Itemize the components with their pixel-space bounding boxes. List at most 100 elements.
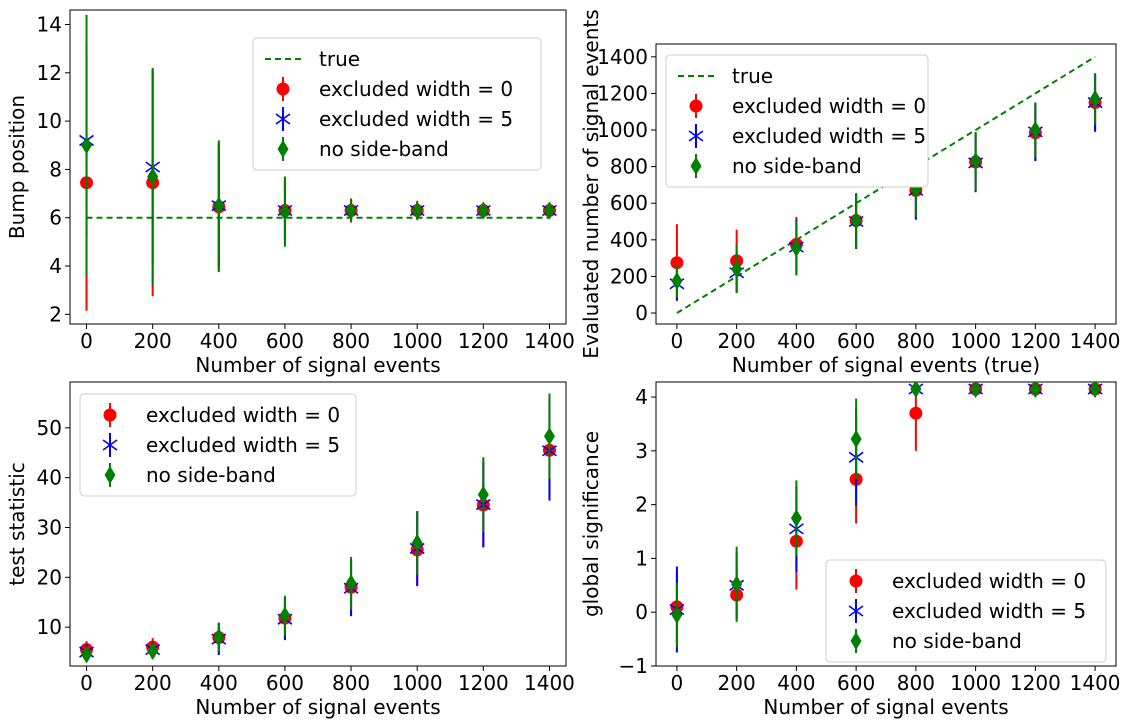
y-tick-label: 6 (49, 206, 62, 230)
legend: excluded width = 0 excluded width = 5 no s… (80, 394, 356, 496)
x-tick-label: 200 (134, 671, 172, 695)
y-tick-label: 1000 (597, 118, 648, 142)
x-axis-label: Number of signal events (195, 353, 440, 377)
legend-label: no side-band (892, 629, 1022, 653)
x-tick-label: 1200 (1010, 329, 1061, 353)
data-point (970, 152, 981, 170)
x-tick-label: 0 (80, 671, 93, 695)
x-tick-label: 400 (777, 671, 815, 695)
y-tick-label: 10 (37, 109, 62, 133)
y-tick-label: 1400 (597, 45, 648, 69)
legend: true excluded width = 0 excluded width = 5… (253, 38, 541, 170)
legend: excluded width = 0 excluded width = 5 no s… (826, 560, 1106, 662)
chart-panel-top-right: 0 200 400 600 800 1000 1200 1400 0 200 400 600 800 10… (579, 9, 1121, 377)
x-tick-label: 800 (897, 671, 935, 695)
x-tick-label: 600 (837, 329, 875, 353)
y-tick-label: 800 (610, 155, 648, 179)
chart-panel-top-left: 0 200 400 600 800 1000 1200 14002468101214Numbe… (5, 10, 575, 377)
x-tick-label: 1400 (1070, 671, 1121, 695)
x-tick-label: 1400 (524, 329, 575, 353)
legend-label: true (319, 47, 360, 71)
y-tick-label: 30 (37, 515, 62, 539)
x-tick-label: 1200 (1010, 671, 1061, 695)
y-tick-label: 20 (37, 565, 62, 589)
x-tick-label: 600 (266, 329, 304, 353)
x-tick-label: 600 (837, 671, 875, 695)
x-tick-label: 800 (332, 329, 370, 353)
data-point (970, 380, 981, 398)
y-axis-label: test statistic (5, 462, 29, 586)
legend-label: excluded width = 0 (732, 94, 926, 118)
y-tick-label: 40 (37, 466, 62, 490)
y-tick-label: 0 (635, 600, 648, 624)
legend-label: excluded width = 5 (146, 433, 340, 457)
y-tick-label: 200 (610, 264, 648, 288)
y-tick-label: 3 (635, 439, 648, 463)
x-tick-label: 1400 (1070, 329, 1121, 353)
y-tick-label: 1200 (597, 81, 648, 105)
legend-label: excluded width = 5 (732, 124, 926, 148)
y-tick-label: 1 (635, 546, 648, 570)
x-tick-label: 1000 (392, 329, 443, 353)
legend-marker (104, 409, 117, 422)
legend-label: excluded width = 5 (892, 599, 1086, 623)
x-axis-label: Number of signal events (true) (732, 353, 1040, 377)
x-tick-label: 800 (332, 671, 370, 695)
x-tick-label: 1000 (950, 329, 1001, 353)
y-tick-label: 0 (635, 301, 648, 325)
legend-label: true (732, 64, 773, 88)
y-tick-label: 12 (37, 61, 62, 85)
x-tick-label: 0 (671, 329, 684, 353)
y-tick-label: 8 (49, 157, 62, 181)
y-tick-label: 14 (37, 12, 62, 36)
x-axis-label: Number of signal events (763, 695, 1008, 719)
data-point (1090, 380, 1101, 398)
legend-label: excluded width = 0 (892, 569, 1086, 593)
y-tick-label: 400 (610, 228, 648, 252)
x-tick-label: 600 (266, 671, 304, 695)
x-tick-label: 1000 (950, 671, 1001, 695)
y-axis-label: global significance (579, 431, 603, 617)
data-point (851, 212, 862, 230)
x-tick-label: 1200 (458, 671, 509, 695)
data-point (544, 201, 555, 219)
x-tick-label: 0 (671, 671, 684, 695)
data-point (213, 628, 224, 646)
data-point (1030, 380, 1041, 398)
y-axis-label: Evaluated number of signal events (579, 9, 603, 358)
chart-panel-bottom-left: 0 200 400 600 800 1000 1200 1400 10 20 30 40 50 Numbe… (5, 382, 575, 719)
legend-label: no side-band (146, 463, 276, 487)
legend-label: no side-band (732, 154, 862, 178)
y-tick-label: 2 (49, 302, 62, 326)
x-tick-label: 1200 (458, 329, 509, 353)
y-tick-label: −1 (619, 654, 648, 678)
x-tick-label: 1000 (392, 671, 443, 695)
x-tick-label: 200 (134, 329, 172, 353)
y-tick-label: 10 (37, 615, 62, 639)
y-tick-label: 50 (37, 416, 62, 440)
y-axis-label: Bump position (5, 95, 29, 239)
x-tick-label: 400 (200, 671, 238, 695)
chart-panel-bottom-right: 0 200 400 600 800 1000 1200 1400 −1 0 1 2 3 4 Number o… (579, 376, 1121, 719)
x-tick-label: 200 (718, 329, 756, 353)
y-tick-label: 2 (635, 493, 648, 517)
legend-label: excluded width = 5 (319, 107, 513, 131)
legend-marker (690, 100, 703, 113)
data-point (910, 380, 921, 398)
data-point (791, 509, 802, 527)
y-tick-label: 600 (610, 191, 648, 215)
x-tick-label: 1400 (524, 671, 575, 695)
legend-marker (850, 575, 863, 588)
legend-label: excluded width = 0 (319, 77, 513, 101)
legend-label: excluded width = 0 (146, 403, 340, 427)
data-point (544, 427, 555, 445)
legend: true excluded width = 0 excluded width = 5… (666, 55, 928, 187)
x-tick-label: 400 (200, 329, 238, 353)
y-tick-label: 4 (635, 385, 648, 409)
data-point (81, 136, 92, 154)
legend-marker (277, 83, 290, 96)
data-point (909, 407, 922, 420)
x-tick-label: 200 (718, 671, 756, 695)
x-tick-label: 0 (80, 329, 93, 353)
